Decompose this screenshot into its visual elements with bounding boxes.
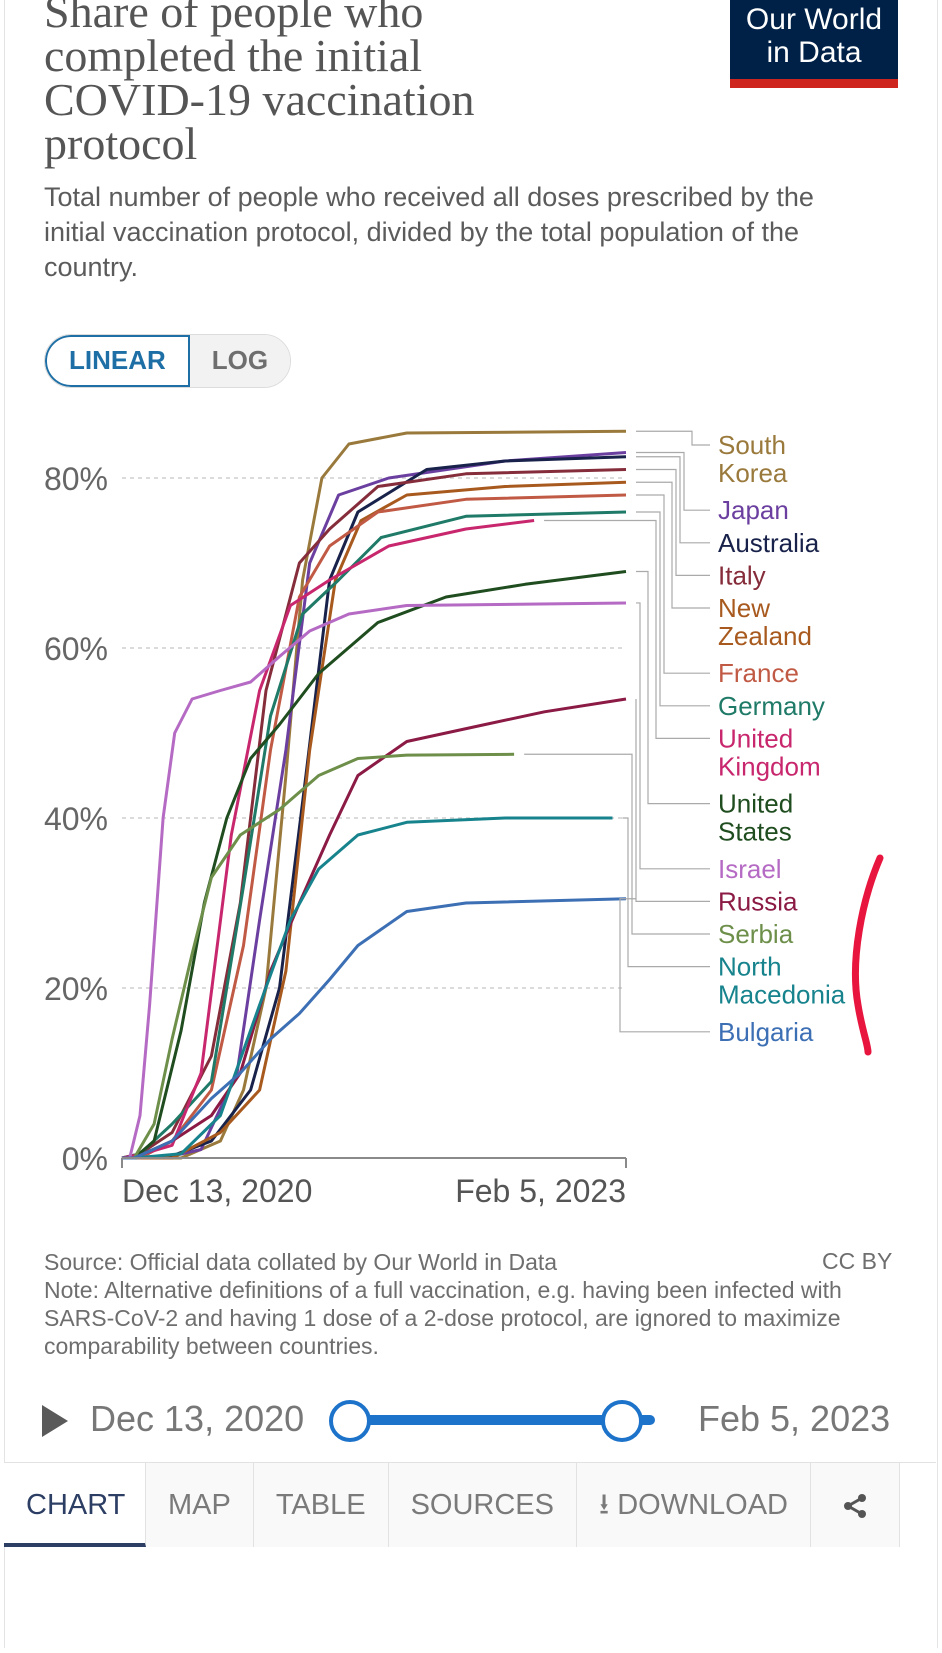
legend-connector <box>636 602 710 870</box>
legend-label: Italy <box>718 560 766 590</box>
series-line-united-kingdom <box>121 519 535 1160</box>
y-tick-label: 0% <box>62 1141 108 1177</box>
legend-connector <box>636 451 710 511</box>
legend-label: New Zealand <box>718 593 812 651</box>
chart-footer: Source: Official data collated by Our Wo… <box>44 1248 884 1360</box>
timeline-end-handle[interactable] <box>601 1400 643 1442</box>
y-tick-label: 60% <box>44 631 108 667</box>
chart-subtitle: Total number of people who received all … <box>44 182 814 282</box>
timeline-controls: Dec 13, 2020 Feb 5, 2023 <box>0 1390 942 1450</box>
series-line-israel <box>122 601 627 1160</box>
legend-label: Germany <box>718 691 825 721</box>
series-line-australia <box>122 455 627 1160</box>
bottom-tab-bar: CHART MAP TABLE SOURCES ⭳ DOWNLOAD <box>4 1462 936 1547</box>
legend-connector <box>636 494 710 674</box>
legend-connectors <box>524 430 710 1033</box>
note-text: Note: Alternative definitions of a full … <box>44 1277 842 1359</box>
legend-label: Serbia <box>718 919 794 949</box>
series-line-south-korea <box>122 429 627 1160</box>
tab-map[interactable]: MAP <box>146 1463 254 1547</box>
legend-label: North Macedonia <box>718 952 846 1010</box>
grid-layer: 0% 20% 40% 60% 80% <box>44 461 626 1177</box>
legend-connector <box>636 481 710 609</box>
tab-sources[interactable]: SOURCES <box>388 1463 577 1547</box>
legend-connector <box>622 817 710 968</box>
source-text: Source: Official data collated by Our Wo… <box>44 1249 558 1275</box>
series-line-north-macedonia <box>122 816 613 1160</box>
owid-logo[interactable]: Our World in Data <box>730 0 898 88</box>
chart-card <box>4 0 938 1648</box>
y-tick-label: 80% <box>44 461 108 497</box>
series-line-japan <box>122 451 627 1160</box>
x-axis: Dec 13, 2020 Feb 5, 2023 <box>121 1157 627 1209</box>
legend-connector <box>636 430 710 446</box>
timeline-start-label: Dec 13, 2020 <box>90 1398 305 1439</box>
chart-title: Share of people who completed the initia… <box>44 0 475 169</box>
linear-scale-button[interactable]: LINEAR <box>45 335 190 387</box>
series-line-bulgaria <box>122 897 627 1160</box>
timeline-start-handle[interactable] <box>329 1400 371 1442</box>
legend-connector <box>544 519 710 739</box>
license-link[interactable]: CC BY <box>822 1248 893 1274</box>
download-label: DOWNLOAD <box>617 1489 788 1521</box>
legend-label: Bulgaria <box>718 1017 814 1047</box>
logo-line-2: in Data <box>766 36 862 69</box>
legend-connector <box>619 898 710 1033</box>
share-icon <box>844 1494 866 1519</box>
legend-label: Japan <box>718 495 789 525</box>
legend-connector <box>524 753 710 935</box>
legend-label: Russia <box>718 886 798 916</box>
tab-table[interactable]: TABLE <box>253 1463 389 1547</box>
scale-toggle: LINEAR LOG <box>44 334 292 388</box>
tab-chart[interactable]: CHART <box>4 1463 146 1547</box>
legend-label: United Kingdom <box>718 723 821 781</box>
series-line-france <box>122 493 627 1160</box>
y-tick-label: 40% <box>44 801 108 837</box>
legend-connector <box>636 570 710 805</box>
timeline-end-label: Feb 5, 2023 <box>698 1398 891 1439</box>
legend-label: South Korea <box>718 430 788 488</box>
log-scale-button[interactable]: LOG <box>189 335 291 387</box>
share-button[interactable] <box>811 1463 900 1547</box>
timeline-track[interactable] <box>365 1415 655 1425</box>
legend-connector <box>636 456 710 544</box>
download-icon: ⭳ <box>598 1489 610 1521</box>
line-chart: 0%20%40%60%80% South KoreaJapanAustraliaI… <box>44 429 884 1209</box>
legend-connector <box>635 699 710 902</box>
red-annotation-stroke <box>851 854 884 1056</box>
legend-label: United States <box>718 789 793 847</box>
x-tick-label: Feb 5, 2023 <box>455 1173 626 1209</box>
series-lines <box>121 429 627 1160</box>
series-line-italy <box>121 468 627 1160</box>
tab-download[interactable]: ⭳ DOWNLOAD <box>576 1463 811 1547</box>
logo-line-1: Our World <box>745 3 883 36</box>
x-tick-label: Dec 13, 2020 <box>122 1173 312 1209</box>
series-line-serbia <box>122 752 515 1160</box>
series-line-germany <box>121 510 627 1160</box>
legend-label: France <box>718 658 799 688</box>
y-tick-label: 20% <box>44 971 108 1007</box>
legend-label: Australia <box>718 528 820 558</box>
series-line-new-zealand <box>122 480 627 1160</box>
legend-connector <box>636 511 710 707</box>
series-line-united-states <box>122 570 627 1160</box>
legend-label: Israel <box>718 854 782 884</box>
play-icon[interactable] <box>42 1405 68 1437</box>
legend-connector <box>636 468 710 576</box>
